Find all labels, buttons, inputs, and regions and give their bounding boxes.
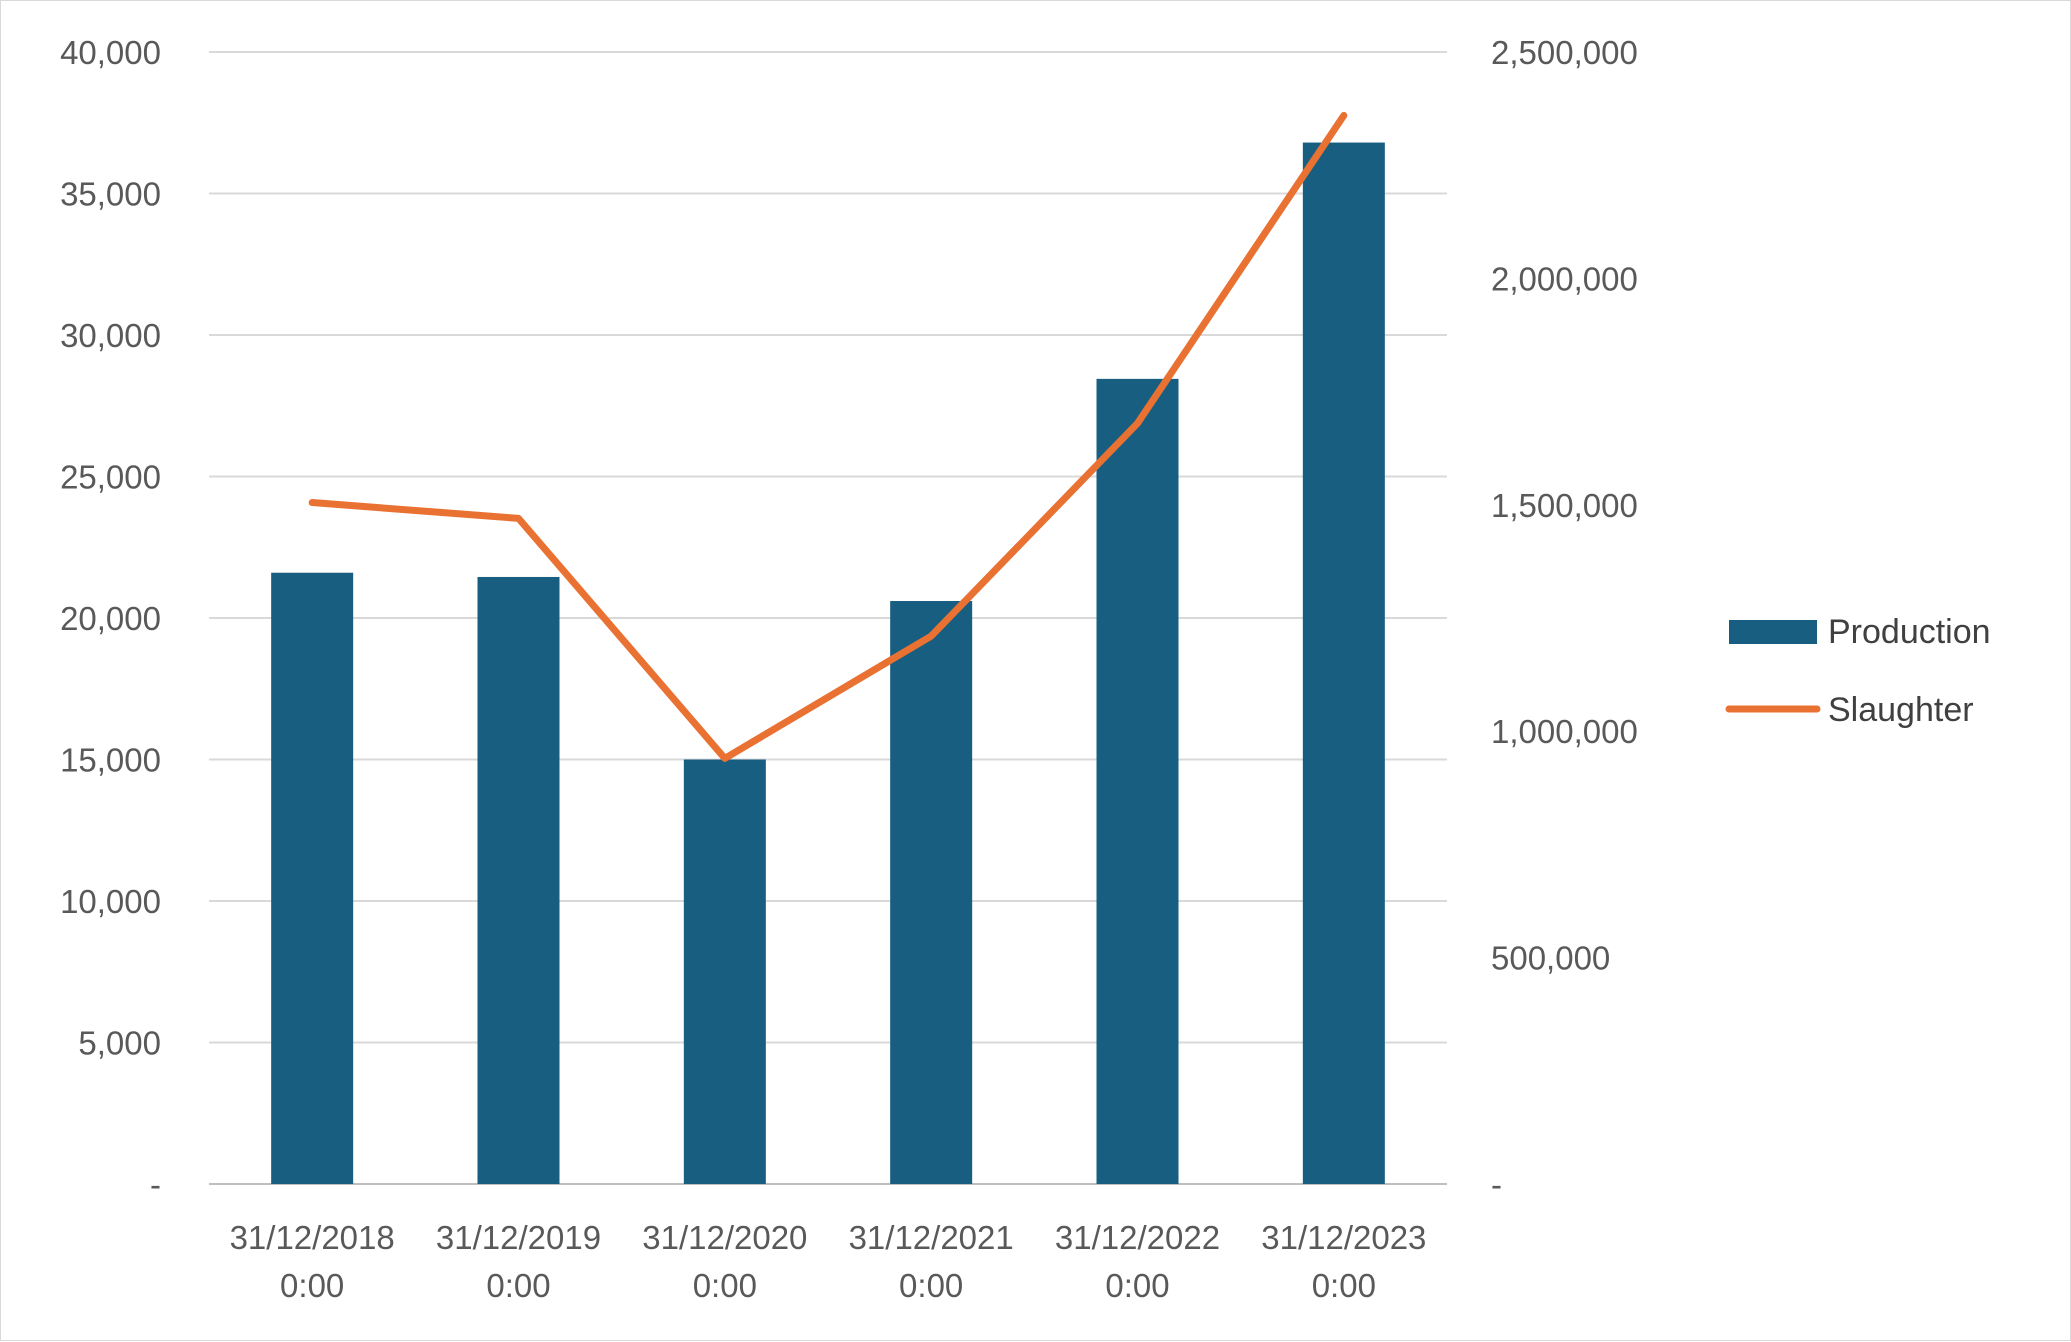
slaughter-line-series bbox=[312, 115, 1344, 758]
left-axis-tick-label: 35,000 bbox=[60, 176, 161, 213]
gridlines bbox=[209, 52, 1447, 1184]
production-bar bbox=[890, 601, 972, 1184]
left-axis-tick-label: 30,000 bbox=[60, 317, 161, 354]
legend-slaughter-label: Slaughter bbox=[1828, 691, 1974, 729]
production-bar bbox=[271, 573, 353, 1184]
legend-production-label: Production bbox=[1828, 613, 1991, 651]
left-axis-tick-label: 5,000 bbox=[78, 1025, 161, 1062]
production-bar bbox=[1303, 143, 1385, 1184]
legend: Production Slaughter bbox=[1729, 613, 1991, 729]
right-axis-tick-label: 1,500,000 bbox=[1491, 487, 1638, 524]
production-bar bbox=[1097, 379, 1179, 1184]
slaughter-line bbox=[312, 115, 1344, 758]
left-axis-tick-label: 25,000 bbox=[60, 459, 161, 496]
left-axis-tick-label: - bbox=[150, 1166, 161, 1203]
left-y-axis: - 5,000 10,000 15,000 20,000 25,000 30,000 35,0… bbox=[60, 34, 161, 1203]
production-bar bbox=[684, 760, 766, 1185]
legend-production-swatch bbox=[1729, 620, 1817, 644]
left-axis-tick-label: 40,000 bbox=[60, 34, 161, 71]
right-axis-tick-label: 2,500,000 bbox=[1491, 34, 1638, 71]
right-y-axis: - 500,000 1,000,000 1,500,000 2,000,000 2,500… bbox=[1491, 34, 1638, 1203]
production-bar bbox=[478, 577, 560, 1184]
right-axis-tick-label: - bbox=[1491, 1166, 1502, 1203]
left-axis-tick-label: 15,000 bbox=[60, 742, 161, 779]
right-axis-tick-label: 2,000,000 bbox=[1491, 260, 1638, 297]
right-axis-tick-label: 500,000 bbox=[1491, 940, 1610, 977]
right-axis-tick-label: 1,000,000 bbox=[1491, 713, 1638, 750]
left-axis-tick-label: 10,000 bbox=[60, 883, 161, 920]
left-axis-tick-label: 20,000 bbox=[60, 600, 161, 637]
